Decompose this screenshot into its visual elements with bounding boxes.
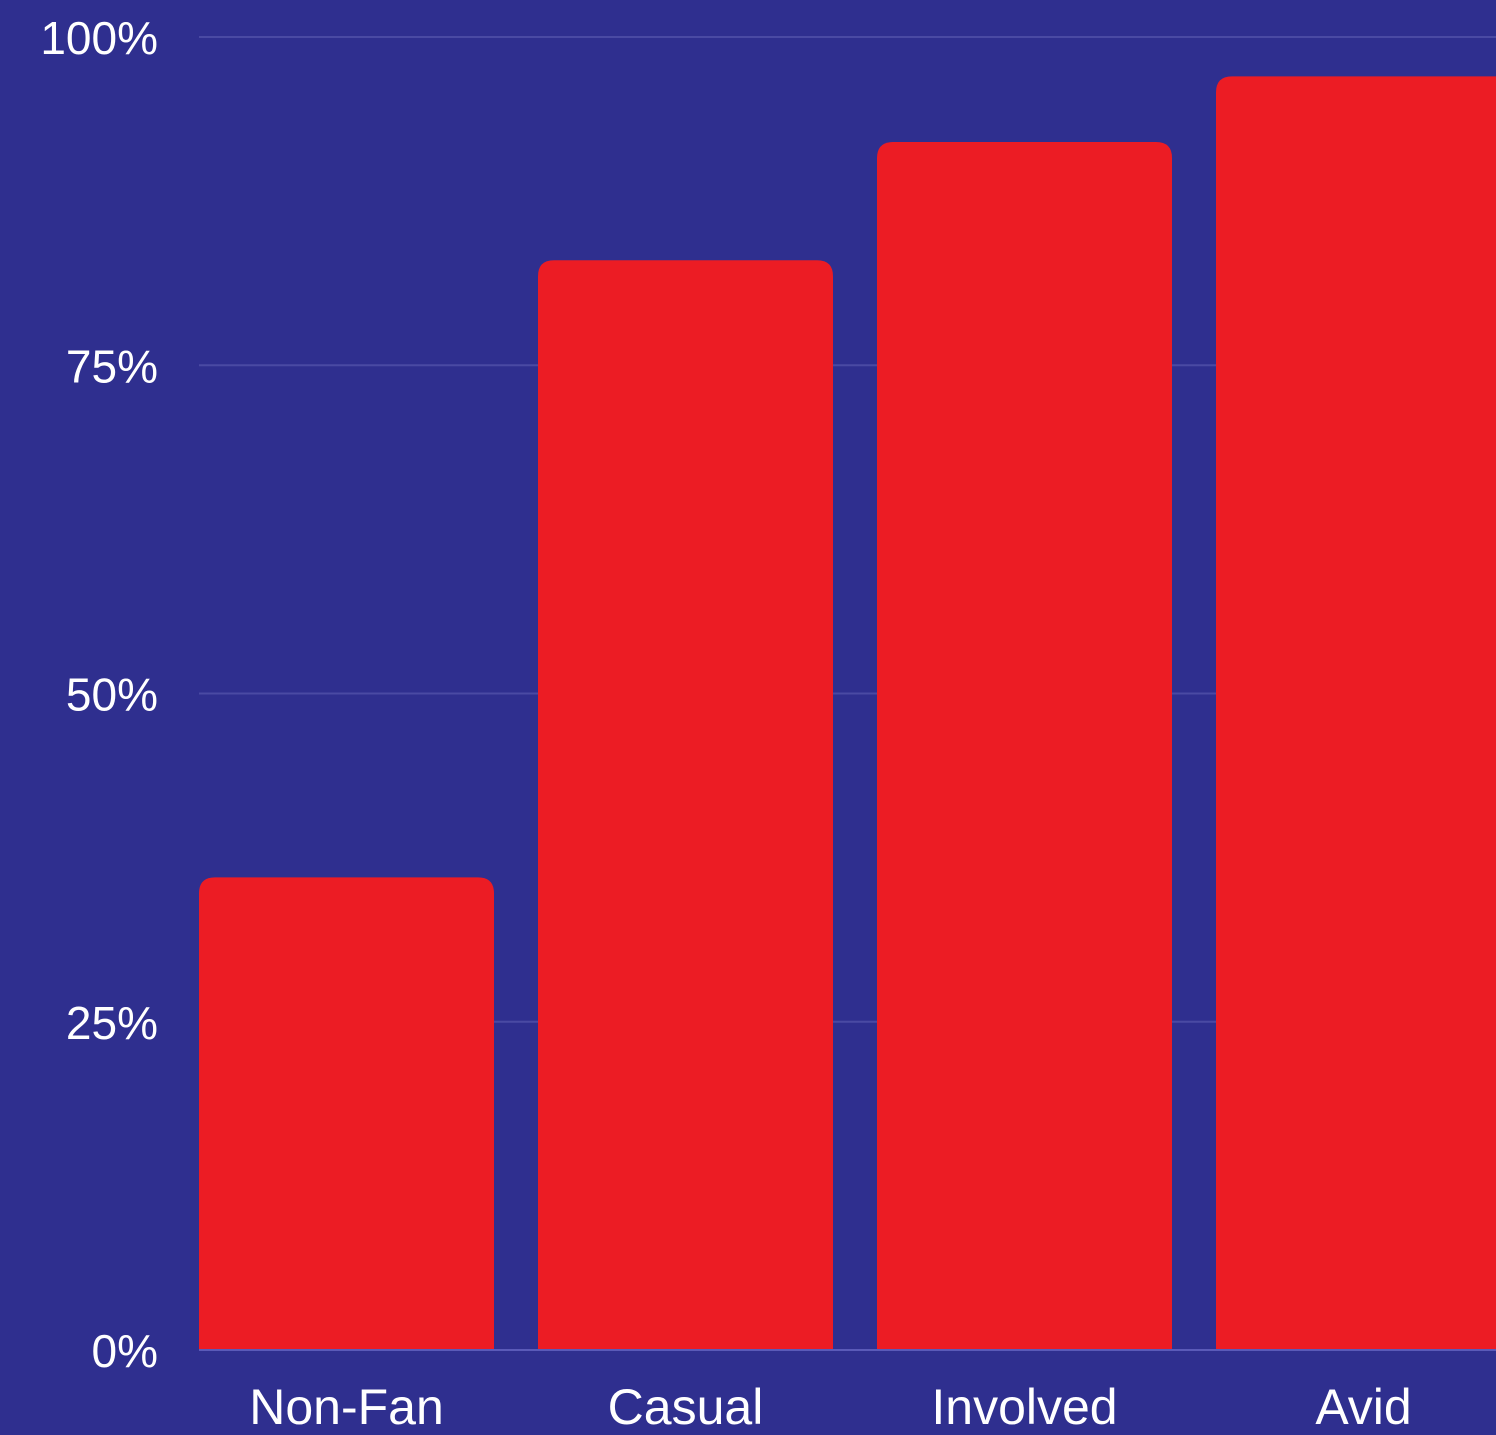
- x-tick-label: Involved: [931, 1379, 1117, 1430]
- bar-avid: [1216, 76, 1496, 1350]
- y-tick-labels: 0% 25% 50% 75% 100%: [40, 12, 158, 1377]
- bar-non-fan: [199, 877, 494, 1350]
- bar-casual: [538, 260, 833, 1351]
- x-tick-label: Casual: [608, 1379, 764, 1430]
- y-tick-label: 100%: [40, 12, 158, 64]
- x-tick-label: Avid: [1315, 1379, 1411, 1430]
- x-tick-label: Non-Fan: [249, 1379, 444, 1430]
- bar-involved: [877, 142, 1172, 1350]
- x-tick-labels: Non-Fan Casual Involved Avid: [249, 1379, 1411, 1435]
- y-tick-label: 50%: [66, 669, 158, 721]
- y-tick-label: 0%: [92, 1325, 158, 1377]
- y-tick-label: 75%: [66, 340, 158, 392]
- y-tick-label: 25%: [66, 997, 158, 1049]
- bars: [199, 76, 1496, 1351]
